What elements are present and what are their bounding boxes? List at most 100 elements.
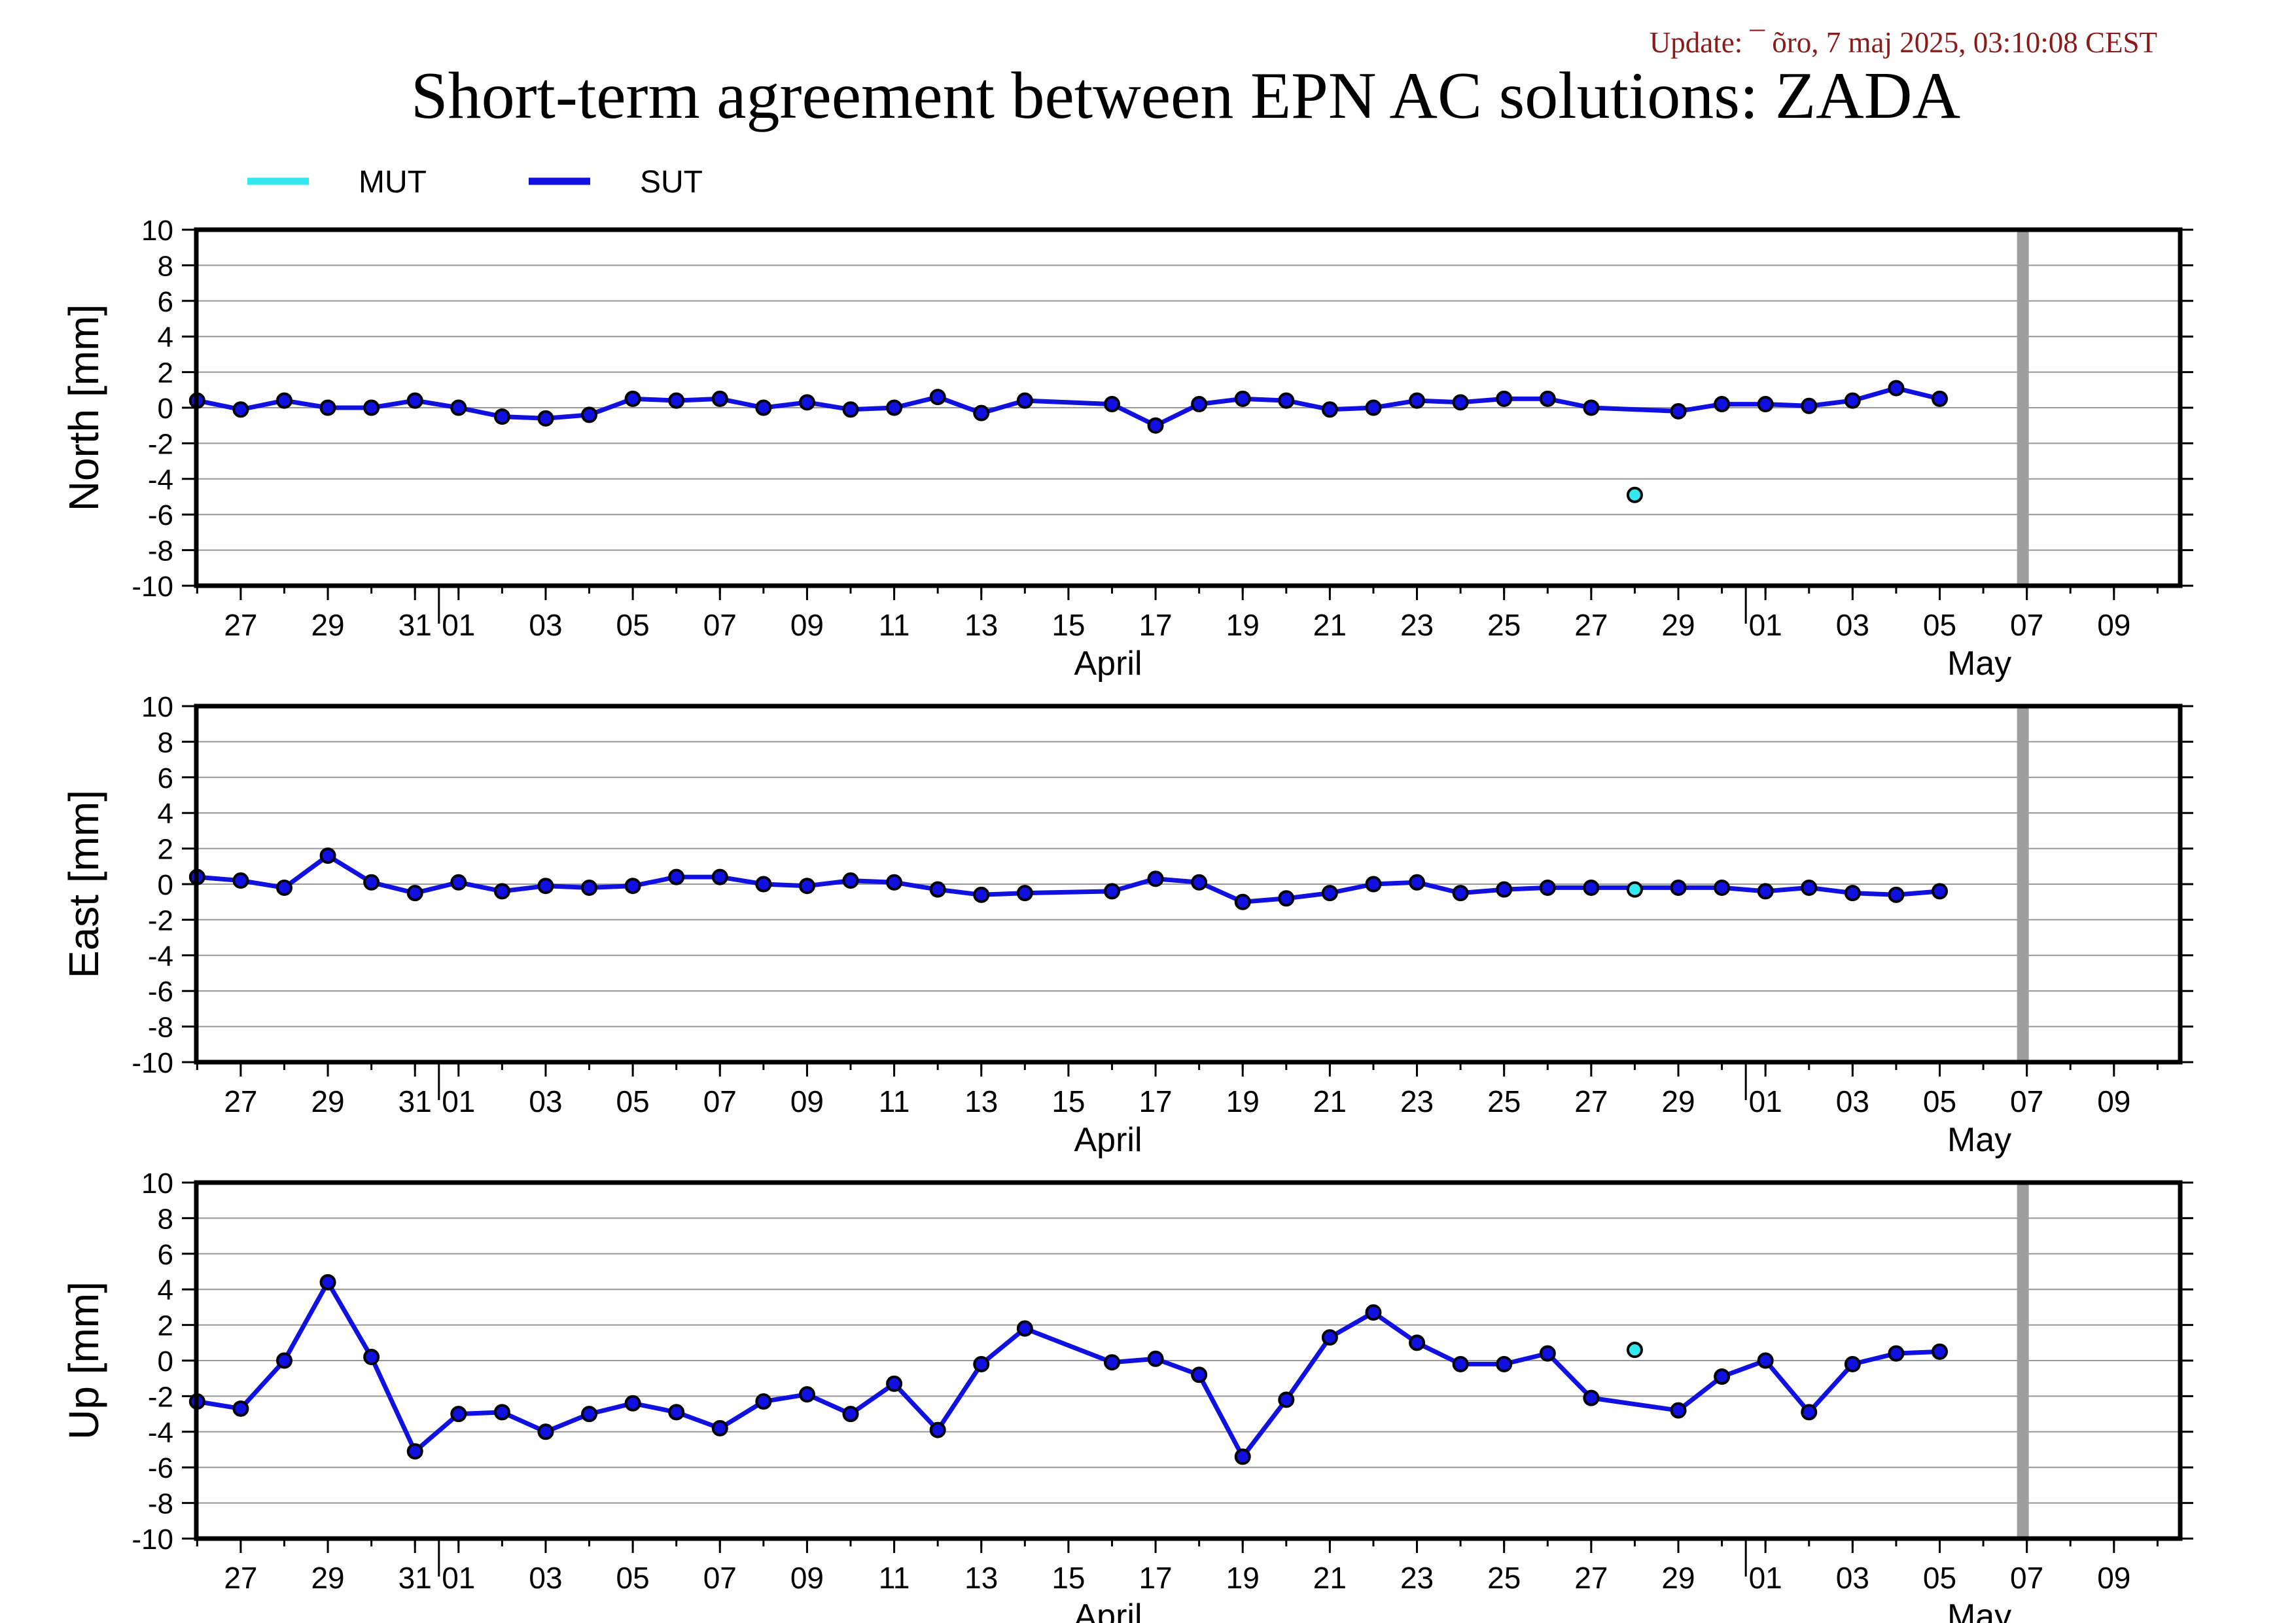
x-tick-label: 29 xyxy=(1661,1084,1695,1118)
x-tick-label: 13 xyxy=(964,608,998,642)
data-point-sut xyxy=(1583,879,1600,896)
data-point-sut xyxy=(1714,879,1731,896)
x-tick-label: 01 xyxy=(1749,1561,1782,1595)
data-point-sut xyxy=(1539,1345,1556,1362)
x-tick-label: 09 xyxy=(790,608,824,642)
data-point-sut xyxy=(1409,874,1426,891)
data-point-sut xyxy=(1670,402,1687,419)
data-point-sut xyxy=(1583,1389,1600,1406)
y-tick-label: -4 xyxy=(148,1417,173,1449)
series-mut xyxy=(1626,486,1643,503)
data-point-sut xyxy=(624,1395,641,1412)
series-sut xyxy=(188,1274,1948,1465)
x-tick-label: 01 xyxy=(442,1561,475,1595)
data-point-sut xyxy=(1365,876,1382,893)
x-tick-label: 31 xyxy=(398,608,432,642)
x-tick-label: 15 xyxy=(1051,608,1085,642)
x-tick-label: 05 xyxy=(1923,1084,1956,1118)
data-point-sut xyxy=(1321,885,1338,902)
x-tick-label: 17 xyxy=(1139,608,1172,642)
data-point-sut xyxy=(1844,885,1861,902)
data-point-sut xyxy=(363,399,380,416)
data-point-sut xyxy=(1801,1404,1818,1421)
y-tick-label: 2 xyxy=(158,1310,173,1342)
data-point-sut xyxy=(537,410,554,427)
data-point-sut xyxy=(1539,879,1556,896)
y-tick-label: -8 xyxy=(148,535,173,567)
x-tick-label: 27 xyxy=(224,608,257,642)
y-tick-label: 8 xyxy=(158,726,173,758)
data-point-sut xyxy=(668,392,685,409)
data-point-sut xyxy=(1452,885,1469,902)
current-day-marker xyxy=(2017,706,2029,1062)
x-tick-label: 09 xyxy=(790,1561,824,1595)
y-tick-label: -10 xyxy=(132,571,173,603)
data-point-sut xyxy=(450,1406,467,1423)
data-point-sut xyxy=(1496,1355,1513,1372)
data-point-sut xyxy=(1409,1334,1426,1351)
x-tick-label: 17 xyxy=(1139,1084,1172,1118)
data-point-sut xyxy=(1278,1391,1295,1408)
series-mut xyxy=(1626,1342,1643,1359)
data-point-sut xyxy=(1714,396,1731,413)
data-point-sut xyxy=(1670,1402,1687,1419)
x-tick-label: 17 xyxy=(1139,1561,1172,1595)
data-point-sut xyxy=(886,1375,903,1392)
x-tick-label: 29 xyxy=(1661,1561,1695,1595)
x-tick-label: 27 xyxy=(224,1084,257,1118)
data-point-sut xyxy=(1801,879,1818,896)
data-point-sut xyxy=(1757,883,1774,900)
data-point-sut xyxy=(842,1406,859,1423)
month-label: May xyxy=(1947,1597,2011,1623)
series-line-sut xyxy=(196,1279,1940,1459)
x-tick-label: 01 xyxy=(442,1084,475,1118)
data-point-sut xyxy=(842,872,859,889)
data-point-sut xyxy=(232,872,249,889)
data-point-mut xyxy=(1626,486,1643,503)
data-point-sut xyxy=(711,868,728,885)
x-tick-label: 23 xyxy=(1400,608,1434,642)
x-tick-label: 09 xyxy=(790,1084,824,1118)
month-label: April xyxy=(1074,645,1142,683)
data-point-sut xyxy=(493,883,510,900)
y-tick-label: -6 xyxy=(148,976,173,1008)
series-mut xyxy=(1626,881,1643,898)
data-point-sut xyxy=(1278,890,1295,907)
x-tick-label: 03 xyxy=(1836,1084,1869,1118)
data-point-sut xyxy=(755,876,772,893)
x-tick-label: 23 xyxy=(1400,1561,1434,1595)
data-point-sut xyxy=(275,1352,292,1369)
data-point-sut xyxy=(1452,1355,1469,1372)
data-point-sut xyxy=(319,1274,336,1291)
y-tick-label: 0 xyxy=(158,869,173,901)
data-point-sut xyxy=(1931,390,1948,407)
data-point-sut xyxy=(1016,392,1033,409)
x-tick-label: 11 xyxy=(879,1084,910,1118)
x-tick-label: 05 xyxy=(616,1561,650,1595)
data-point-sut xyxy=(275,392,292,409)
data-point-sut xyxy=(450,874,467,891)
y-tick-label: 6 xyxy=(158,762,173,794)
data-point-sut xyxy=(1757,396,1774,413)
x-tick-label: 27 xyxy=(1574,608,1608,642)
x-tick-label: 29 xyxy=(1661,608,1695,642)
y-tick-label: 10 xyxy=(141,691,173,723)
data-point-sut xyxy=(1103,883,1120,900)
y-tick-label: 6 xyxy=(158,286,173,318)
x-tick-label: 13 xyxy=(964,1084,998,1118)
y-axis-label: East [mm] xyxy=(60,790,107,978)
data-point-sut xyxy=(363,874,380,891)
data-point-sut xyxy=(1801,397,1818,414)
data-point-sut xyxy=(1147,870,1164,887)
x-tick-label: 07 xyxy=(2010,1561,2043,1595)
x-tick-label: 27 xyxy=(1574,1561,1608,1595)
data-point-sut xyxy=(1931,1343,1948,1360)
x-tick-label: 25 xyxy=(1487,608,1521,642)
data-point-sut xyxy=(1757,1352,1774,1369)
y-tick-label: -2 xyxy=(148,904,173,936)
x-tick-label: 11 xyxy=(879,1561,910,1595)
data-point-sut xyxy=(1539,390,1556,407)
legend-label-mut: MUT xyxy=(359,165,427,200)
data-point-sut xyxy=(798,394,815,411)
data-point-sut xyxy=(929,389,946,406)
